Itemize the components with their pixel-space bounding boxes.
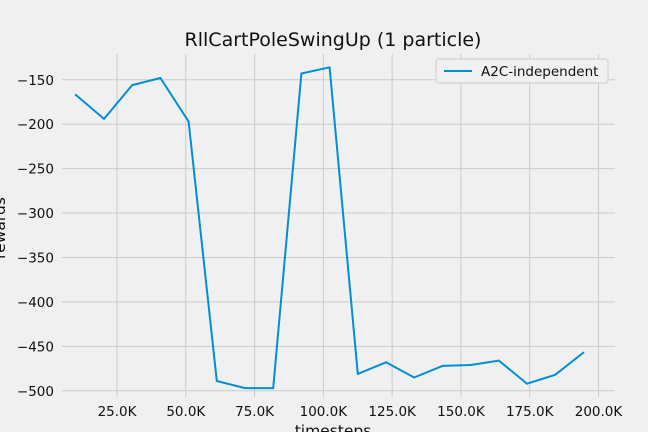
y-axis-label: rewards xyxy=(0,197,9,259)
x-tick-label: 25.0K xyxy=(98,404,138,420)
y-tick-label: −250 xyxy=(17,162,54,178)
data-point xyxy=(74,93,77,96)
data-point xyxy=(413,376,416,379)
data-point xyxy=(525,382,528,385)
legend-label: A2C-independent xyxy=(481,64,598,80)
y-tick-label: −400 xyxy=(17,295,54,311)
y-tick-label: −350 xyxy=(17,250,54,266)
data-point xyxy=(243,387,246,390)
y-axis-ticks: −150 −200 −250 −300 −350 −400 −450 −500 xyxy=(17,73,54,400)
y-tick-label: −200 xyxy=(17,117,54,133)
legend-box xyxy=(435,58,609,84)
x-tick-label: 125.0K xyxy=(368,404,417,420)
data-point xyxy=(300,72,303,75)
x-tick-label: 50.0K xyxy=(166,404,206,420)
data-point xyxy=(102,117,105,120)
y-tick-label: −450 xyxy=(17,339,54,355)
data-point xyxy=(272,387,275,390)
data-point xyxy=(469,364,472,367)
x-tick-label: 175.0K xyxy=(506,404,555,420)
data-point xyxy=(497,359,500,362)
x-axis-label: timesteps xyxy=(295,422,372,432)
plot-background xyxy=(62,54,615,397)
data-point xyxy=(159,76,162,79)
data-point xyxy=(384,361,387,364)
data-point xyxy=(328,66,331,69)
series-lines xyxy=(74,66,585,390)
x-tick-label: 200.0K xyxy=(575,404,624,420)
y-tick-label: −150 xyxy=(17,73,54,89)
y-tick-label: −500 xyxy=(17,384,54,400)
chart-title: RllCartPoleSwingUp (1 particle) xyxy=(185,29,482,51)
legend: A2C-independent xyxy=(435,58,609,84)
x-tick-label: 75.0K xyxy=(235,404,275,420)
data-point xyxy=(215,380,218,383)
y-tick-label: −300 xyxy=(17,206,54,222)
x-tick-label: 100.0K xyxy=(300,404,349,420)
data-point xyxy=(441,364,444,367)
data-point xyxy=(187,120,190,123)
data-point xyxy=(356,372,359,375)
data-point xyxy=(554,373,557,376)
grid xyxy=(62,54,615,397)
data-point xyxy=(131,84,134,87)
x-tick-label: 150.0K xyxy=(437,404,486,420)
data-point xyxy=(582,351,585,354)
x-axis-ticks: 25.0K 50.0K 75.0K 100.0K 125.0K 150.0K 175.0K 2… xyxy=(98,404,624,420)
